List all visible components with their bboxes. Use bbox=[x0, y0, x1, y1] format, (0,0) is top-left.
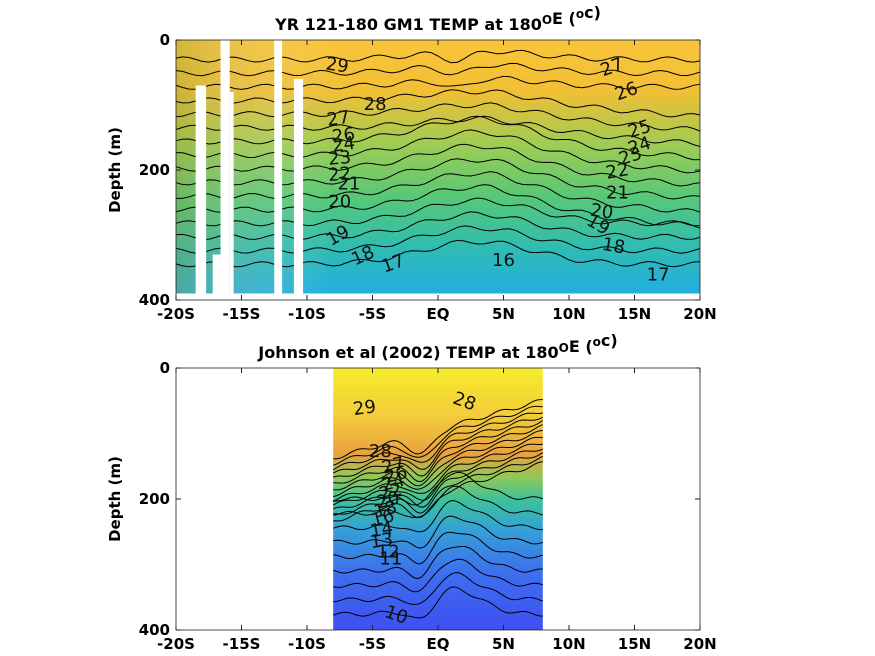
contour-line bbox=[332, 412, 543, 471]
contour-label: 14 bbox=[368, 518, 394, 543]
contour-line bbox=[332, 448, 543, 506]
x-tick-label: -5S bbox=[359, 305, 386, 323]
contour-line bbox=[333, 586, 543, 619]
contour-lines bbox=[175, 49, 701, 268]
x-tick-label: -20S bbox=[157, 305, 195, 323]
contour-line bbox=[175, 129, 701, 174]
x-tick-label: 20N bbox=[683, 635, 716, 653]
contour-line bbox=[333, 455, 544, 515]
y-tick-label: 200 bbox=[139, 161, 170, 179]
y-tick-label: 400 bbox=[139, 621, 170, 639]
contour-line bbox=[333, 546, 543, 580]
contour-label: 28 bbox=[369, 441, 392, 462]
x-tick-label: -10S bbox=[288, 305, 326, 323]
contour-label: 21 bbox=[606, 182, 629, 203]
contour-line bbox=[175, 115, 701, 161]
contour-label: 12 bbox=[377, 542, 400, 563]
contour-line bbox=[333, 430, 543, 491]
contour-line bbox=[333, 399, 543, 460]
contour-line bbox=[175, 225, 701, 254]
y-axis-label: Depth (m) bbox=[106, 127, 124, 213]
x-tick-label: EQ bbox=[427, 305, 450, 323]
contour-line bbox=[175, 158, 701, 200]
contour-label: 11 bbox=[379, 548, 402, 569]
contour-line bbox=[332, 443, 543, 503]
contour-line bbox=[175, 211, 701, 241]
x-tick-label: -10S bbox=[288, 635, 326, 653]
contour-line bbox=[175, 184, 701, 229]
contour-label: 22 bbox=[604, 159, 630, 184]
contour-line bbox=[333, 500, 543, 533]
x-tick-label: 10N bbox=[552, 305, 585, 323]
y-tick-label: 400 bbox=[139, 291, 170, 309]
contour-line bbox=[175, 89, 701, 118]
y-tick-label: 200 bbox=[139, 490, 170, 508]
missing-data-mask bbox=[293, 79, 304, 294]
contour-line bbox=[175, 115, 701, 147]
x-tick-label: -5S bbox=[359, 635, 386, 653]
contour-label: 29 bbox=[352, 396, 378, 420]
chart-title: YR 121-180 GM1 TEMP at 180OE (oc) bbox=[274, 3, 601, 34]
contour-line bbox=[333, 531, 543, 565]
x-tick-label: 5N bbox=[492, 305, 515, 323]
contour-label: 23 bbox=[327, 147, 352, 170]
contour-line bbox=[333, 461, 543, 522]
contour-label: 20 bbox=[328, 192, 351, 213]
contour-line bbox=[175, 197, 701, 227]
contour-line bbox=[175, 49, 701, 64]
contour-line bbox=[333, 420, 544, 478]
contour-line bbox=[176, 171, 701, 213]
contour-line bbox=[175, 143, 701, 187]
contour-line bbox=[333, 471, 543, 506]
contour-label: 20 bbox=[589, 200, 615, 224]
chart-title: Johnson et al (2002) TEMP at 180OE (oc) bbox=[257, 331, 617, 362]
contour-label: 24 bbox=[331, 133, 357, 157]
missing-data-mask bbox=[195, 85, 207, 294]
missing-data-mask bbox=[229, 92, 234, 294]
x-tick-label: -15S bbox=[223, 305, 261, 323]
contour-line bbox=[333, 572, 543, 606]
x-tick-label: -20S bbox=[157, 635, 195, 653]
x-tick-label: 10N bbox=[552, 635, 585, 653]
contour-label: 27 bbox=[326, 107, 352, 131]
contour-line bbox=[333, 485, 543, 519]
y-axis-label: Depth (m) bbox=[106, 456, 124, 542]
contour-lines bbox=[332, 399, 544, 619]
contour-label: 22 bbox=[327, 163, 352, 186]
contour-line bbox=[175, 62, 701, 77]
y-tick-label: 0 bbox=[160, 359, 170, 377]
contour-line bbox=[175, 102, 701, 132]
contour-label: 13 bbox=[369, 529, 395, 553]
contour-line bbox=[333, 405, 543, 466]
contour-line bbox=[333, 452, 544, 510]
x-tick-label: EQ bbox=[427, 635, 450, 653]
missing-data-mask bbox=[220, 40, 230, 294]
contour-label: 16 bbox=[492, 250, 515, 271]
contour-line bbox=[333, 424, 543, 484]
contour-label: 21 bbox=[337, 173, 360, 194]
contour-line bbox=[333, 436, 543, 497]
x-tick-label: -15S bbox=[223, 635, 261, 653]
x-tick-label: 15N bbox=[618, 305, 651, 323]
contour-line bbox=[333, 558, 543, 593]
missing-data-mask bbox=[274, 40, 283, 294]
contour-line bbox=[332, 416, 544, 474]
contour-label: 18 bbox=[601, 234, 627, 259]
x-tick-label: 5N bbox=[492, 635, 515, 653]
contour-label: 28 bbox=[364, 94, 387, 115]
contour-label: 26 bbox=[331, 124, 357, 148]
contour-line bbox=[175, 75, 701, 90]
x-tick-label: 15N bbox=[618, 635, 651, 653]
contour-line bbox=[333, 515, 543, 549]
y-tick-label: 0 bbox=[160, 31, 170, 49]
contour-label: 17 bbox=[647, 264, 670, 285]
missing-data-mask bbox=[212, 254, 221, 294]
contour-label: 29 bbox=[324, 54, 350, 78]
x-tick-label: 20N bbox=[683, 305, 716, 323]
contour-line bbox=[175, 239, 701, 268]
